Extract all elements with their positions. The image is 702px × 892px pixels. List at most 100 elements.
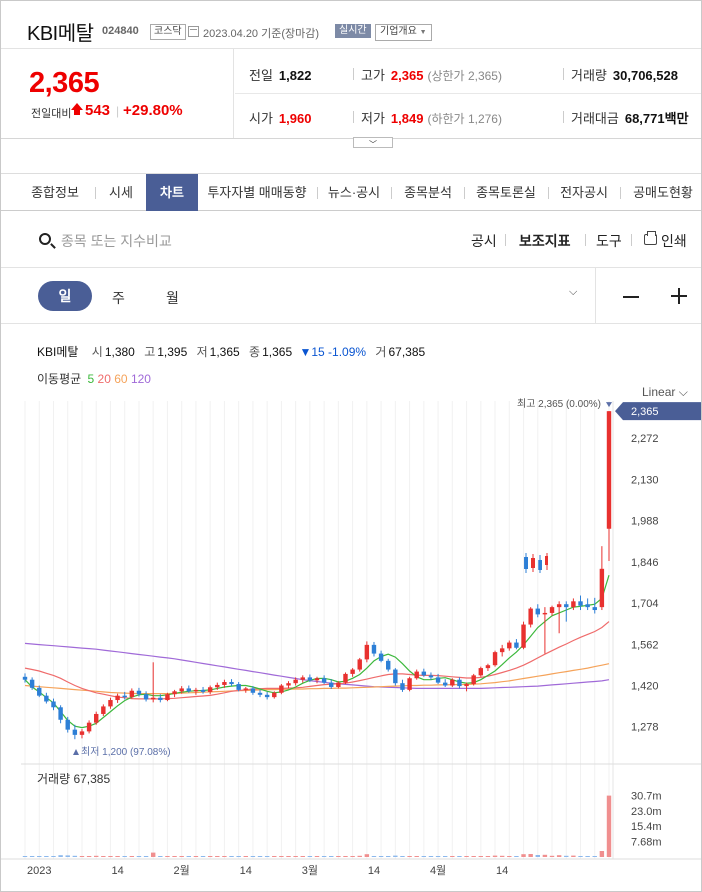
ohlc-legend: KBI메탈 시 1,380 고 1,395 저 1,365 종 1,365 ▼15 -1… [37, 345, 426, 359]
candle-body [378, 653, 384, 661]
volume-bar [158, 856, 163, 857]
chevron-down-icon[interactable]: ⌵ [569, 286, 578, 298]
candle-body [478, 668, 484, 676]
volume-bar [386, 856, 391, 857]
candle-body [535, 608, 540, 615]
zoom-out-button[interactable] [623, 296, 639, 298]
volume-bar [435, 856, 441, 857]
volume-bar [215, 856, 220, 857]
indicators-button[interactable]: 보조지표 [519, 233, 571, 249]
market-badge: 코스닥 [150, 24, 186, 40]
volume-bar [314, 856, 320, 857]
candle-body [599, 568, 605, 608]
candle-body [549, 607, 555, 613]
print-icon[interactable] [644, 231, 657, 245]
disclosure-button[interactable]: 공시 [471, 233, 497, 249]
volume-bar [143, 856, 149, 857]
candle-body [321, 678, 327, 683]
volume-bar [571, 855, 576, 857]
candle-body [122, 695, 127, 698]
volume-bar [229, 856, 234, 857]
volume-bar [336, 856, 341, 857]
volume-bar [471, 856, 476, 857]
volume-bar [407, 856, 412, 857]
volume-bar [136, 856, 142, 857]
period-daily[interactable]: 일 [38, 281, 92, 311]
tab-news[interactable]: 뉴스·공시 [327, 185, 381, 200]
volume-bar [257, 856, 263, 857]
candle-body [578, 601, 583, 606]
zoom-in-button[interactable] [671, 288, 687, 304]
price-tick-label: 2,130 [631, 474, 659, 486]
tab-analysis[interactable]: 종목분석 [404, 185, 452, 200]
candle-body [165, 694, 170, 701]
tab-short-selling[interactable]: 공매도현황 [633, 185, 693, 200]
scale-mode-dropdown[interactable]: Linear ⌵ [642, 385, 688, 399]
candle-body [485, 665, 491, 669]
volume-bar [485, 856, 491, 857]
tab-quote[interactable]: 시세 [109, 185, 133, 200]
tab-disclosure[interactable]: 전자공시 [560, 185, 608, 200]
realtime-button[interactable]: 실시간 [335, 24, 371, 38]
current-price-box: 2,365 전일대비 543 | +29.80% [1, 49, 234, 138]
candle-body [279, 685, 284, 693]
volume-bar [414, 856, 419, 857]
candle-body [442, 682, 448, 686]
period-selector: 일 주 월 ⌵ [1, 268, 701, 573]
candle-body [300, 677, 305, 680]
volume-bar [272, 856, 277, 857]
volume-bar [300, 856, 305, 857]
tab-investor-trading[interactable]: 투자자별 매매동향 [207, 185, 307, 200]
stock-name[interactable]: KBI메탈 [27, 23, 94, 45]
volume-bar [250, 856, 256, 857]
low-cell: 저가 1,849 (하한가 1,276) [361, 111, 502, 126]
volume-bar [129, 856, 135, 857]
period-monthly[interactable]: 월 [166, 290, 179, 306]
volume-bar [243, 856, 248, 857]
tools-button[interactable]: 도구 [596, 233, 622, 249]
change-value: 543 [85, 102, 111, 119]
candle-body [428, 675, 434, 678]
candle-body [350, 669, 355, 674]
chevron-down-icon: ⌵ [678, 385, 688, 399]
volume-bar [499, 855, 505, 857]
volume-bar [108, 856, 113, 857]
tab-chart[interactable]: 차트 [146, 174, 198, 211]
volume-bar [58, 855, 63, 857]
tab-summary[interactable]: 종합정보 [31, 185, 79, 200]
volume-bar [428, 856, 434, 857]
search-input[interactable]: 종목 또는 지수비교 [61, 233, 172, 249]
expand-summary-button[interactable]: ﹀ [353, 137, 393, 149]
candle-body [307, 677, 313, 681]
volume-bar [186, 856, 192, 857]
volume-bar [528, 854, 533, 857]
corp-info-dropdown[interactable]: 기업개요 ▼ [375, 24, 432, 41]
x-tick-label: 3월 [302, 864, 318, 877]
price-tick-label: 1,562 [631, 639, 659, 651]
candlestick-icon[interactable] [523, 552, 549, 574]
candle-body [421, 671, 427, 676]
volume-bar [378, 856, 384, 857]
current-price: 2,365 [29, 67, 100, 99]
candle-body [108, 700, 113, 707]
candle-body [571, 601, 576, 608]
search-icon[interactable] [39, 233, 51, 245]
tab-discussion[interactable]: 종목토론실 [476, 185, 536, 200]
x-tick-label: 14 [368, 865, 380, 877]
volume-bar [599, 851, 605, 857]
candle-body [521, 624, 526, 648]
stock-header: KBI메탈 024840 코스닥 2023.04.20 기준(장마감) 실시간 … [1, 1, 701, 49]
volume-bar [492, 855, 498, 857]
period-weekly[interactable]: 주 [112, 290, 125, 306]
stock-code: 024840 [102, 25, 139, 37]
price-tick-label: 1,846 [631, 557, 659, 569]
volume-bar [94, 855, 99, 857]
candle-body [94, 713, 99, 723]
volume-bar [286, 856, 291, 857]
volume-bar [371, 856, 377, 857]
x-tick-label: 2월 [174, 864, 190, 877]
price-tick-label: 1,988 [631, 516, 659, 528]
x-tick-label: 4월 [430, 864, 446, 877]
print-button[interactable]: 인쇄 [661, 233, 687, 249]
